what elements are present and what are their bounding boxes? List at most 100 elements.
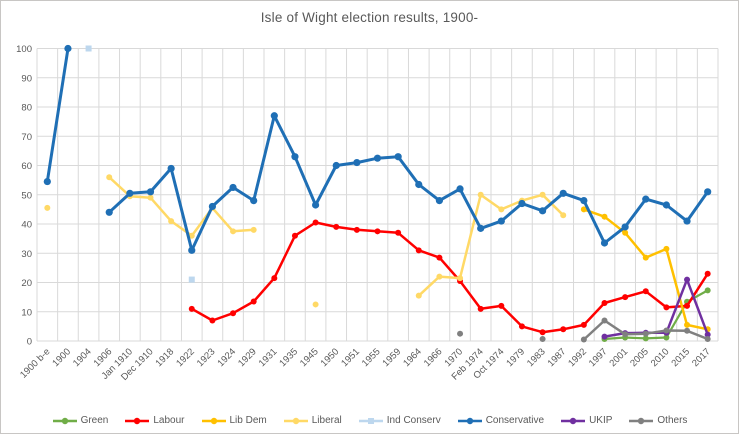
series-marker-conservative [146,188,155,196]
x-axis-tick-label: 1935 [277,346,300,369]
series-marker-labour [622,294,629,301]
legend-label: Ind Conserv [386,415,441,426]
series-marker-labour [291,232,298,239]
x-axis-tick-label: 1951 [339,346,362,369]
series-marker-others [601,317,608,324]
series-marker-conservative [126,189,134,197]
series-marker-conservative [105,208,113,216]
series-marker-labour [663,304,670,311]
series-marker-liberal [250,226,257,233]
series-marker-conservative [250,197,258,205]
series-marker-labour [560,326,567,333]
legend-marker-icon [457,417,482,424]
series-marker-ind-conserv [188,276,195,283]
series-line-conservative [107,114,710,252]
series-marker-conservative [621,223,629,231]
series-marker-labour [684,302,691,309]
series-marker-conservative [270,112,278,120]
series-marker-lib-dem [663,245,670,252]
series-marker-conservative [208,202,217,211]
series-marker-conservative [394,153,402,161]
series-marker-lib-dem [601,213,608,220]
series-marker-others [539,335,546,342]
series-marker-labour [353,226,360,233]
legend-label: Conservative [485,415,545,426]
series-marker-conservative [559,189,567,197]
series-marker-conservative [662,201,671,209]
legend-item-conservative: Conservative [457,415,544,426]
series-marker-conservative [538,207,547,215]
series-marker-liberal [498,206,505,213]
series-marker-green [704,287,711,294]
series-marker-labour [436,254,443,261]
x-axis-tick-label: 1979 [504,346,527,369]
x-axis-tick-label: 1929 [236,346,259,369]
legend-item-ind-conserv: Ind Conserv [358,415,441,426]
x-axis-tick-label: 1955 [360,346,383,369]
series-marker-ukip [601,333,608,340]
series-marker-green [642,335,649,342]
series-marker-conservative [373,154,382,162]
series-marker-liberal [415,292,422,299]
series-marker-labour [188,305,195,312]
series-marker-conservative [683,217,691,225]
series-marker-ukip [704,331,711,338]
legend-marker-icon [283,417,308,424]
series-marker-liberal [560,212,567,219]
series-marker-conservative [518,199,526,208]
series-marker-liberal [539,191,546,198]
series-marker-others [642,330,649,337]
legend-label: UKIP [589,415,613,426]
series-line-liberal [107,175,255,237]
series-marker-liberal [106,174,113,181]
x-axis-tick-label: 1950 [319,346,342,369]
legend-marker-icon [629,417,654,424]
series-marker-lib-dem [684,321,691,328]
series-marker-conservative [353,158,361,167]
series-marker-others [704,335,711,342]
series-marker-conservative [642,195,650,203]
series-marker-green [663,334,670,341]
series-marker-lib-dem [580,206,587,213]
legend-marker-icon [561,417,586,424]
series-marker-conservative [311,201,320,209]
series-marker-labour [477,305,484,312]
x-axis-tick-label: 1918 [154,346,177,369]
series-marker-others [684,327,691,334]
x-axis-tick-label: 2001 [608,346,631,369]
x-axis-tick-label: 1987 [546,346,569,369]
series-line-conservative [45,47,70,184]
series-marker-conservative [497,217,505,225]
series-marker-liberal [457,275,464,282]
legend-label: Others [657,415,688,426]
series-marker-labour [498,302,505,309]
series-marker-liberal [436,273,443,280]
x-axis-tick-label: 1983 [525,346,548,369]
series-marker-ind-conserv [85,45,92,52]
legend-item-labour: Labour [124,415,185,426]
y-axis-tick-label: 40 [21,220,32,231]
legend-label: Labour [153,415,185,426]
series-marker-liberal [188,232,195,239]
y-axis-tick-label: 20 [21,278,32,289]
x-axis-tick-label: 2015 [669,346,692,369]
series-marker-labour [580,321,587,328]
series-marker-labour [271,275,278,282]
series-line-labour [190,221,709,334]
series-marker-liberal [44,204,51,211]
x-axis-tick-label: 1959 [381,346,404,369]
x-axis-tick-label: 1931 [257,346,280,369]
y-axis-tick-label: 60 [21,161,32,172]
x-axis-tick-label: 1964 [401,346,424,369]
series-marker-conservative [332,161,340,170]
x-axis-tick-label: 1900 b-e [18,346,52,380]
legend-label: Green [80,415,109,426]
series-marker-conservative [64,44,72,53]
series-marker-liberal [312,301,319,308]
series-marker-conservative [43,177,51,186]
series-marker-liberal [477,191,484,198]
legend-item-ukip: UKIP [560,415,612,426]
series-marker-others [663,327,670,334]
series-marker-labour [642,288,649,295]
